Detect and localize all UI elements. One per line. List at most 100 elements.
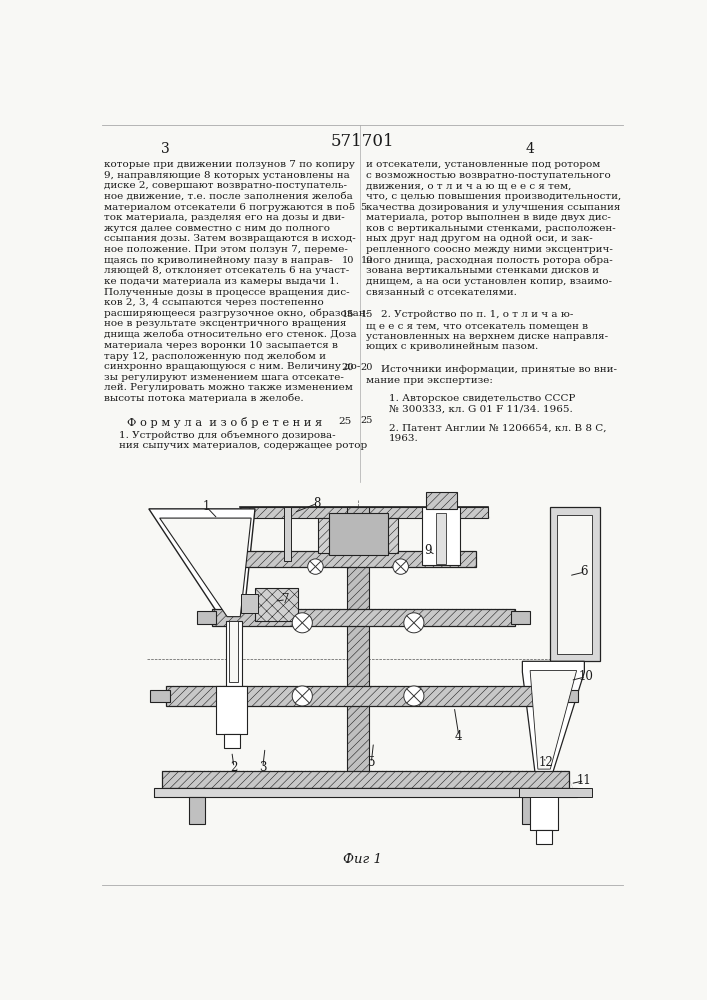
- Text: 6: 6: [580, 565, 588, 578]
- Text: мание при экспертизе:: мание при экспертизе:: [366, 376, 493, 385]
- Text: 7: 7: [282, 593, 290, 606]
- Bar: [557, 515, 592, 654]
- Text: 1: 1: [202, 500, 210, 513]
- Text: репленного соосно между ними эксцентрич-: репленного соосно между ними эксцентрич-: [366, 245, 613, 254]
- Text: лей. Регулировать можно также изменением: лей. Регулировать можно также изменением: [104, 383, 353, 392]
- Text: диске 2, совершают возвратно-поступатель-: диске 2, совершают возвратно-поступатель…: [104, 181, 347, 190]
- Bar: [240, 507, 488, 518]
- Text: высоты потока материала в желобе.: высоты потока материала в желобе.: [104, 394, 303, 403]
- Bar: [230, 620, 238, 682]
- Text: зована вертикальными стенками дисков и: зована вертикальными стенками дисков и: [366, 266, 599, 275]
- Text: 3: 3: [259, 761, 267, 774]
- Text: Источники информации, принятые во вни-: Источники информации, принятые во вни-: [381, 365, 617, 374]
- Bar: [549, 507, 600, 661]
- Text: 15: 15: [361, 310, 373, 319]
- Polygon shape: [522, 661, 585, 788]
- Text: ков 2, 3, 4 ссыпаются через постепенно: ков 2, 3, 4 ссыпаются через постепенно: [104, 298, 324, 307]
- Bar: [166, 686, 565, 706]
- Text: 2: 2: [230, 761, 238, 774]
- Text: 4: 4: [526, 142, 534, 156]
- Text: щ е е с я тем, что отсекатель помещен в: щ е е с я тем, что отсекатель помещен в: [366, 321, 588, 330]
- Text: ных друг над другом на одной оси, и зак-: ных друг над другом на одной оси, и зак-: [366, 234, 592, 243]
- Polygon shape: [160, 518, 251, 617]
- Text: которые при движении ползунов 7 по копиру: которые при движении ползунов 7 по копир…: [104, 160, 355, 169]
- Text: 10: 10: [341, 256, 354, 265]
- Text: 9: 9: [424, 544, 431, 557]
- Text: 20: 20: [341, 363, 354, 372]
- Text: Ф о р м у л а  и з о б р е т е н и я: Ф о р м у л а и з о б р е т е н и я: [127, 417, 322, 428]
- Bar: [522, 797, 538, 824]
- Text: связанный с отсекателями.: связанный с отсекателями.: [366, 288, 517, 297]
- Text: ток материала, разделяя его на дозы и дви-: ток материала, разделяя его на дозы и дв…: [104, 213, 344, 222]
- Text: 5: 5: [368, 756, 375, 769]
- Text: жутся далее совместно с ним до полного: жутся далее совместно с ним до полного: [104, 224, 330, 233]
- Circle shape: [404, 613, 424, 633]
- Text: что, с целью повышения производительности,: что, с целью повышения производительност…: [366, 192, 621, 201]
- Bar: [347, 507, 369, 788]
- Bar: [224, 734, 240, 748]
- Text: с возможностью возвратно-поступательного: с возможностью возвратно-поступательного: [366, 171, 611, 180]
- Text: щаясь по криволинейному пазу в направ-: щаясь по криволинейному пазу в направ-: [104, 256, 332, 265]
- Bar: [241, 594, 258, 613]
- Text: материала, ротор выполнен в виде двух дис-: материала, ротор выполнен в виде двух ди…: [366, 213, 611, 222]
- Text: ков с вертикальными стенками, расположен-: ков с вертикальными стенками, расположен…: [366, 224, 616, 233]
- Bar: [197, 611, 216, 624]
- Bar: [518, 788, 592, 797]
- Circle shape: [308, 559, 323, 574]
- Text: движения, о т л и ч а ю щ е е с я тем,: движения, о т л и ч а ю щ е е с я тем,: [366, 181, 571, 190]
- Bar: [216, 686, 247, 734]
- Text: 2. Патент Англии № 1206654, кл. В 8 С,: 2. Патент Англии № 1206654, кл. В 8 С,: [389, 423, 607, 432]
- Bar: [422, 507, 460, 565]
- Text: 20: 20: [361, 363, 373, 372]
- Bar: [154, 788, 577, 797]
- Bar: [255, 588, 298, 620]
- Circle shape: [393, 559, 409, 574]
- Bar: [317, 518, 398, 553]
- Circle shape: [292, 686, 312, 706]
- Bar: [151, 690, 170, 702]
- Bar: [329, 513, 387, 555]
- Bar: [559, 690, 578, 702]
- Text: 571701: 571701: [330, 133, 394, 150]
- Text: 9, направляющие 8 которых установлены на: 9, направляющие 8 которых установлены на: [104, 171, 350, 180]
- Text: № 300333, кл. G 01 F 11/34. 1965.: № 300333, кл. G 01 F 11/34. 1965.: [389, 405, 573, 414]
- Text: 15: 15: [341, 310, 354, 319]
- Text: Фиг 1: Фиг 1: [342, 853, 381, 866]
- Bar: [243, 551, 476, 567]
- Text: расширяющееся разгрузочное окно, образован-: расширяющееся разгрузочное окно, образов…: [104, 309, 369, 318]
- Text: 25: 25: [339, 417, 352, 426]
- Bar: [212, 609, 515, 626]
- Polygon shape: [530, 671, 577, 769]
- Text: и отсекатели, установленные под ротором: и отсекатели, установленные под ротором: [366, 160, 600, 169]
- Bar: [189, 797, 204, 824]
- Text: 3: 3: [161, 142, 170, 156]
- Bar: [162, 771, 569, 788]
- Text: ного днища, расходная полость ротора обра-: ного днища, расходная полость ротора обр…: [366, 256, 612, 265]
- Text: ляющей 8, отклоняет отсекатель 6 на участ-: ляющей 8, отклоняет отсекатель 6 на учас…: [104, 266, 349, 275]
- Text: 1963.: 1963.: [389, 434, 419, 443]
- Text: 5: 5: [361, 203, 366, 212]
- Text: 5: 5: [348, 203, 354, 212]
- Circle shape: [292, 613, 312, 633]
- Text: ное положение. При этом ползун 7, переме-: ное положение. При этом ползун 7, переме…: [104, 245, 348, 254]
- Bar: [537, 830, 552, 844]
- Text: 10: 10: [578, 670, 593, 683]
- Text: материалом отсекатели 6 погружаются в по-: материалом отсекатели 6 погружаются в по…: [104, 203, 352, 212]
- Text: 10: 10: [361, 256, 373, 265]
- Text: ссыпания дозы. Затем возвращаются в исход-: ссыпания дозы. Затем возвращаются в исхо…: [104, 234, 356, 243]
- Text: ке подачи материала из камеры выдачи 1.: ке подачи материала из камеры выдачи 1.: [104, 277, 339, 286]
- Text: 12: 12: [538, 756, 553, 769]
- Text: зы регулируют изменением шага отсекате-: зы регулируют изменением шага отсекате-: [104, 373, 344, 382]
- Text: 8: 8: [313, 497, 321, 510]
- Text: 1. Устройство для объемного дозирова-: 1. Устройство для объемного дозирова-: [119, 431, 336, 440]
- Text: ное в результате эксцентричного вращения: ное в результате эксцентричного вращения: [104, 319, 346, 328]
- Bar: [436, 513, 445, 564]
- Bar: [510, 611, 530, 624]
- Text: 11: 11: [577, 774, 592, 787]
- Bar: [226, 620, 242, 686]
- Text: синхронно вращающуюся с ним. Величину до-: синхронно вращающуюся с ним. Величину до…: [104, 362, 361, 371]
- Text: материала через воронки 10 засыпается в: материала через воронки 10 засыпается в: [104, 341, 338, 350]
- Text: Полученные дозы в процессе вращения дис-: Полученные дозы в процессе вращения дис-: [104, 288, 349, 297]
- Text: 25: 25: [361, 416, 373, 425]
- Circle shape: [404, 686, 424, 706]
